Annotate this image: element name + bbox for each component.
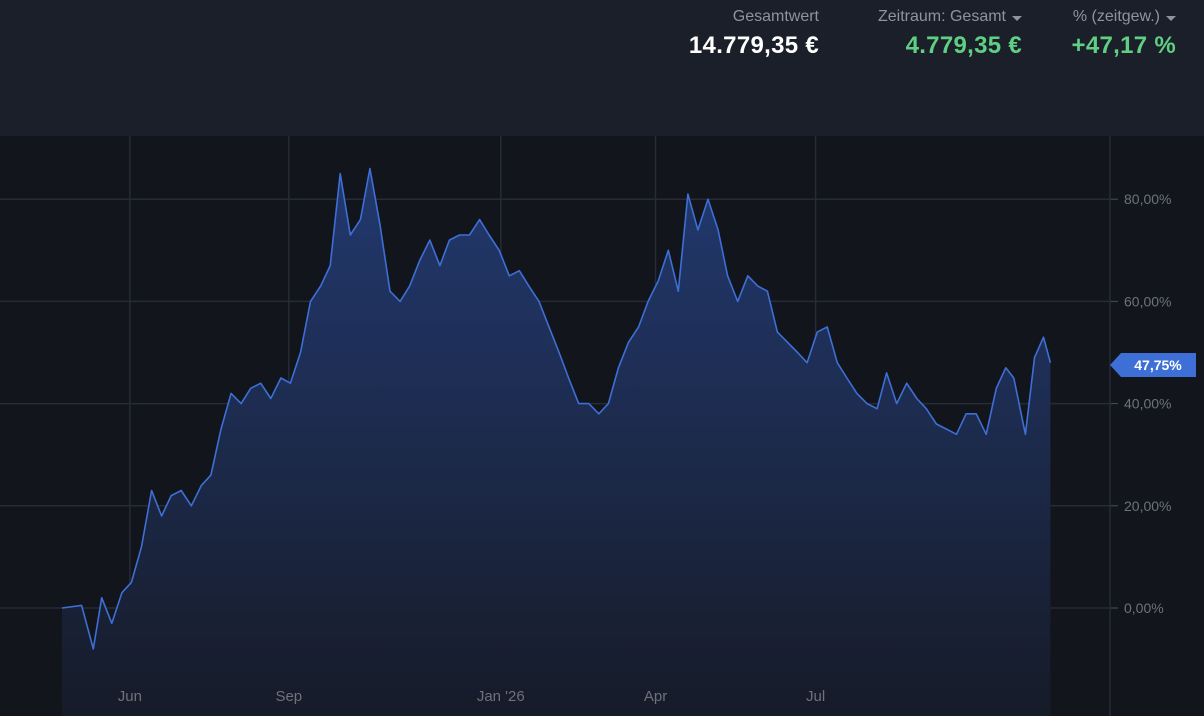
axis-labels: 80,00% 60,00% 40,00% 20,00% 0,00% Jun Sep Jan '… <box>118 191 1172 705</box>
area-fill <box>61 167 1052 716</box>
y-tick-label: 80,00% <box>1124 191 1171 207</box>
y-tick-label: 60,00% <box>1124 293 1171 309</box>
period-selector-label-row[interactable]: Zeitraum: Gesamt <box>878 6 1022 28</box>
portfolio-header: Gesamtwert 14.779,35 € Zeitraum: Gesamt … <box>0 0 1204 136</box>
caret-down-icon[interactable] <box>1166 15 1176 21</box>
total-value-label: Gesamtwert <box>732 8 819 25</box>
total-value: 14.779,35 € <box>688 32 819 59</box>
percent-mode-selector[interactable]: % (zeitgew.) +47,17 % <box>1072 6 1176 60</box>
y-tick-label: 20,00% <box>1124 498 1171 514</box>
x-tick-label: Jan '26 <box>477 688 525 705</box>
x-tick-label: Apr <box>644 688 667 705</box>
percent-gain-value: +47,17 % <box>1071 32 1176 59</box>
period-selector-label[interactable]: Zeitraum: Gesamt <box>877 8 1006 25</box>
x-tick-label: Jul <box>806 688 825 705</box>
performance-chart[interactable]: 80,00% 60,00% 40,00% 20,00% 0,00% Jun Sep Jan '… <box>0 136 1204 716</box>
x-tick-label: Jun <box>118 688 142 705</box>
performance-chart-svg[interactable]: 80,00% 60,00% 40,00% 20,00% 0,00% Jun Sep Jan '… <box>0 136 1204 716</box>
current-value-badge: 47,75% <box>1110 352 1196 377</box>
current-value-label: 47,75% <box>1134 357 1182 373</box>
period-selector[interactable]: Zeitraum: Gesamt 4.779,35 € <box>878 6 1022 60</box>
y-tick-label: 40,00% <box>1124 396 1171 412</box>
current-value-badge-shape <box>1110 352 1196 377</box>
series-line[interactable] <box>61 167 1052 650</box>
series-area <box>62 168 1051 716</box>
x-tick-label: Sep <box>275 688 302 705</box>
period-gain-value: 4.779,35 € <box>905 32 1022 59</box>
percent-mode-label[interactable]: % (zeitgew.) <box>1072 8 1160 25</box>
y-tick-label: 0,00% <box>1124 600 1164 616</box>
percent-mode-label-row[interactable]: % (zeitgew.) <box>1072 6 1176 28</box>
caret-down-icon[interactable] <box>1012 15 1022 21</box>
total-value-stat: Gesamtwert 14.779,35 € <box>689 6 819 60</box>
